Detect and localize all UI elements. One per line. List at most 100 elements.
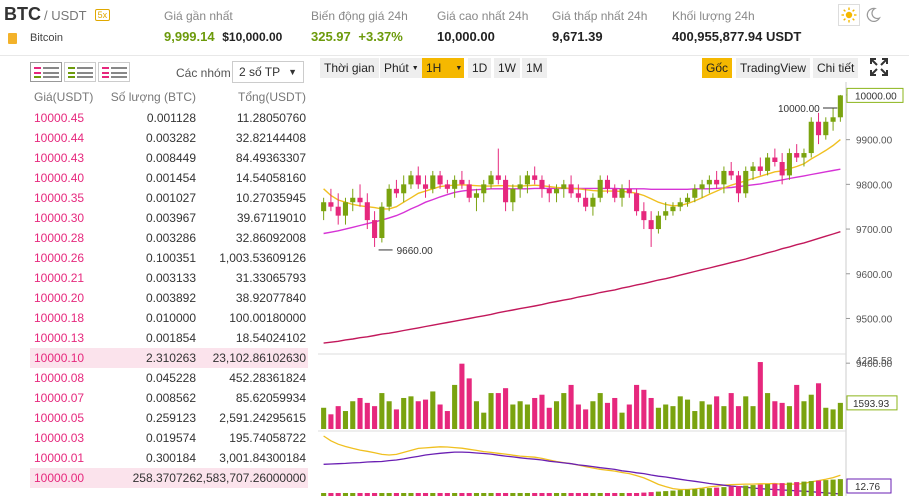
row-price: 10000.35 xyxy=(34,191,85,205)
order-book-row[interactable]: 10000.40 0.001454 14.54058160 xyxy=(30,168,308,188)
order-book-row[interactable]: 10000.05 0.259123 2,591.24295615 xyxy=(30,408,308,428)
order-book-rows: 10000.45 0.001128 11.28050760 10000.44 0.003… xyxy=(30,108,308,488)
tradingview-button[interactable]: TradingView xyxy=(736,58,811,78)
indicator-bar xyxy=(772,483,778,496)
volume-bar xyxy=(786,406,792,429)
view-asks-button[interactable] xyxy=(98,62,130,82)
row-amount: 0.003286 xyxy=(145,231,196,245)
price-tick-label: 9400.00 xyxy=(856,359,893,370)
order-book-row[interactable]: 10000.45 0.001128 11.28050760 xyxy=(30,108,308,128)
order-book-row[interactable]: 10000.07 0.008562 85.62059934 xyxy=(30,388,308,408)
order-book-row[interactable]: 10000.18 0.010000 100.00180000 xyxy=(30,308,308,328)
candle-body xyxy=(648,220,654,230)
indicator-bar xyxy=(786,482,792,496)
indicator-bar xyxy=(706,488,712,496)
volume-bar xyxy=(473,401,480,429)
indicator-bar xyxy=(670,490,676,496)
row-price: 10000.20 xyxy=(34,291,85,305)
indicator-bar xyxy=(648,492,654,496)
order-book-row[interactable]: 10000.43 0.008449 84.49363307 xyxy=(30,148,308,168)
indicator-bar xyxy=(575,493,581,496)
volume-bar xyxy=(350,401,356,429)
view-bids-button[interactable] xyxy=(64,62,96,82)
candle-body xyxy=(372,220,378,238)
order-book-row[interactable]: 10000.21 0.003133 31.33065793 xyxy=(30,268,308,288)
caret-down-icon: ▼ xyxy=(455,64,463,72)
indicator-bar xyxy=(619,493,625,496)
volume-bar xyxy=(728,393,734,429)
light-theme-button[interactable] xyxy=(838,4,860,26)
candlestick-chart[interactable]: 10000.00 9900.00 9800.00 9700.00 9600.00 9500… xyxy=(318,56,909,496)
order-book-row[interactable]: 10000.28 0.003286 32.86092008 xyxy=(30,228,308,248)
row-price: 10000.45 xyxy=(34,111,85,125)
candle-body xyxy=(728,170,734,176)
order-book-row[interactable]: 10000.10 2.310263 23,102.86102630 xyxy=(30,348,308,368)
stat-low-24h: Giá thấp nhất 24h 9,671.39 xyxy=(552,9,647,44)
order-book-row[interactable]: 10000.01 0.300184 3,001.84300184 xyxy=(30,448,308,468)
row-total: 14.54058160 xyxy=(235,171,306,185)
candle-body xyxy=(481,184,487,194)
candle-body xyxy=(466,184,472,198)
indicator-value-box xyxy=(846,478,892,494)
order-book-row[interactable]: 10000.35 0.001027 10.27035945 xyxy=(30,188,308,208)
order-book-row[interactable]: 10000.08 0.045228 452.28361824 xyxy=(30,368,308,388)
volume-bar xyxy=(386,401,392,429)
volume-bar xyxy=(684,399,691,429)
row-total: 38.92077840 xyxy=(235,291,306,305)
volume-bar xyxy=(459,363,465,429)
row-amount: 0.010000 xyxy=(145,311,196,325)
candle-body xyxy=(801,153,807,158)
volume-bar xyxy=(430,391,436,429)
indicator-bar xyxy=(386,493,392,496)
volume-bar xyxy=(321,407,327,429)
order-book-row[interactable]: 10000.44 0.003282 32.82144408 xyxy=(30,128,308,148)
indicator-bar xyxy=(830,479,836,496)
indicator-bar xyxy=(459,493,465,496)
order-book-row[interactable]: 10000.30 0.003967 39.67119010 xyxy=(30,208,308,228)
interval-1h-dropdown[interactable]: 1H ▼ xyxy=(422,58,464,78)
fullscreen-button[interactable] xyxy=(870,58,894,78)
volume-bar xyxy=(437,404,443,429)
interval-1m-button[interactable]: 1M xyxy=(522,58,547,78)
time-button[interactable]: Thời gian xyxy=(320,58,379,78)
view-both-button[interactable] xyxy=(30,62,62,82)
order-book-row[interactable]: 10000.00 258.370726 2,583,707.26000000 xyxy=(30,468,308,488)
volume-bar xyxy=(401,397,407,429)
stat-last-price: Giá gần nhất 9,999.14 $10,000.00 xyxy=(164,9,282,44)
header-price: Giá(USDT) xyxy=(34,90,94,104)
volume-bar xyxy=(372,406,378,429)
interval-1d-button[interactable]: 1D xyxy=(468,58,492,78)
volume-bar xyxy=(517,401,523,429)
candle-body xyxy=(422,184,429,189)
order-book-row[interactable]: 10000.20 0.003892 38.92077840 xyxy=(30,288,308,308)
row-price: 10000.26 xyxy=(34,251,85,265)
indicator-bar xyxy=(692,489,698,496)
row-total: 84.49363307 xyxy=(235,151,306,165)
order-book-row[interactable]: 10000.13 0.001854 18.54024102 xyxy=(30,328,308,348)
indicator-bar xyxy=(415,493,421,496)
candle-body xyxy=(641,211,647,221)
candle-body xyxy=(794,153,800,158)
order-book-row[interactable]: 10000.03 0.019574 195.74058722 xyxy=(30,428,308,448)
dark-theme-button[interactable] xyxy=(862,4,884,26)
indicator-bar xyxy=(452,493,458,496)
indicator-bar xyxy=(699,488,705,496)
minute-dropdown[interactable]: Phút ▼ xyxy=(380,58,423,78)
indicator-bar xyxy=(590,493,596,496)
order-book-row[interactable]: 10000.26 0.100351 1,003.53609126 xyxy=(30,248,308,268)
order-book-toolbar: Các nhóm 2 số TP ▼ xyxy=(30,58,308,86)
interval-1w-button[interactable]: 1W xyxy=(494,58,520,78)
candle-body xyxy=(364,202,370,221)
indicator-bar xyxy=(393,493,399,496)
caret-down-icon: ▼ xyxy=(411,64,419,72)
detail-button[interactable]: Chi tiết xyxy=(813,58,859,78)
pair-title[interactable]: BTC / USDT 5x xyxy=(4,4,111,25)
origin-chart-button[interactable]: Gốc xyxy=(702,58,733,78)
indicator-bar xyxy=(466,493,472,496)
indicator-bar xyxy=(663,491,669,496)
indicator-bar xyxy=(422,493,429,496)
volume-bar xyxy=(422,399,429,429)
groups-select[interactable]: 2 số TP ▼ xyxy=(232,61,304,83)
indicator-bar xyxy=(328,493,334,496)
candle-body xyxy=(401,184,407,194)
